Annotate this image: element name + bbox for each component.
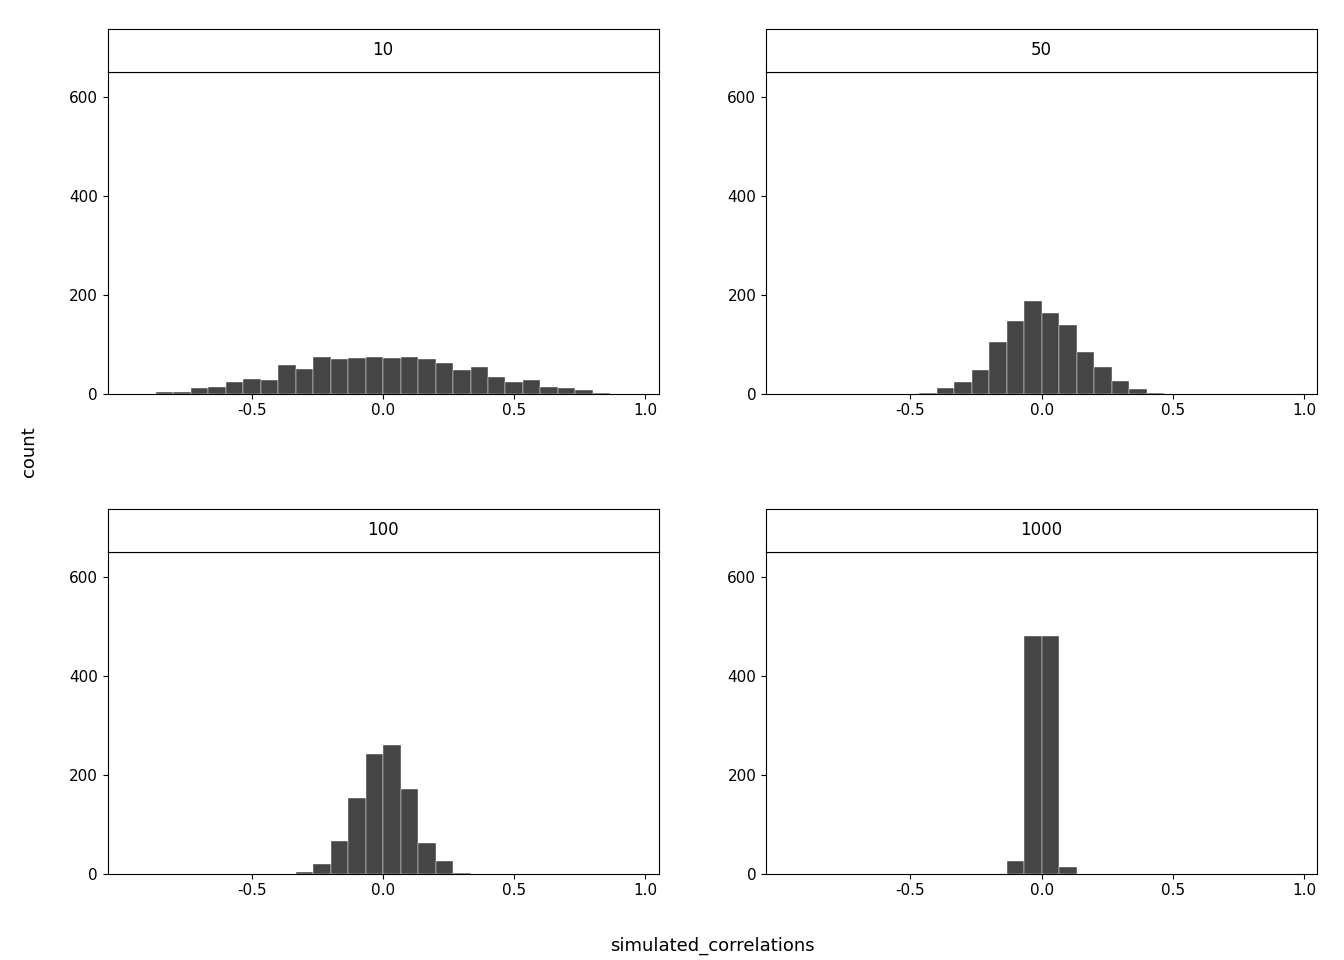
Bar — [1042, 313, 1059, 394]
Bar — [208, 387, 226, 394]
Bar — [505, 382, 523, 394]
Bar — [348, 798, 366, 874]
Bar — [1077, 352, 1094, 394]
Bar — [296, 872, 313, 874]
Bar — [575, 390, 593, 394]
Bar — [1024, 301, 1042, 394]
Text: simulated_correlations: simulated_correlations — [610, 936, 814, 954]
Bar — [470, 367, 488, 394]
Bar — [523, 380, 540, 394]
Bar — [919, 393, 937, 394]
Text: 10: 10 — [372, 41, 394, 60]
Bar — [173, 392, 191, 394]
Bar — [366, 357, 383, 394]
Bar — [278, 366, 296, 394]
Bar — [331, 841, 348, 874]
Text: 50: 50 — [1031, 41, 1052, 60]
Bar — [366, 755, 383, 874]
Bar — [954, 382, 972, 394]
Bar — [435, 861, 453, 874]
Bar — [1094, 368, 1111, 394]
Bar — [191, 388, 208, 394]
Bar — [558, 388, 575, 394]
Bar — [1007, 861, 1024, 874]
Text: 100: 100 — [367, 521, 399, 540]
Bar — [1007, 321, 1024, 394]
Bar — [261, 380, 278, 394]
Bar — [418, 844, 435, 874]
Bar — [331, 359, 348, 394]
Bar — [401, 789, 418, 874]
Bar — [313, 864, 331, 874]
Bar — [1129, 389, 1146, 394]
Bar — [348, 358, 366, 394]
Bar — [453, 371, 470, 394]
Bar — [156, 392, 173, 394]
Bar — [937, 388, 954, 394]
Bar — [1059, 324, 1077, 394]
Bar — [226, 382, 243, 394]
Bar — [243, 379, 261, 394]
Bar — [418, 359, 435, 394]
Text: count: count — [20, 426, 38, 476]
Bar — [1024, 636, 1042, 874]
Bar — [1059, 867, 1077, 874]
Bar — [989, 342, 1007, 394]
Bar — [540, 387, 558, 394]
Text: 1000: 1000 — [1020, 521, 1063, 540]
Bar — [435, 364, 453, 394]
Bar — [383, 745, 401, 874]
Bar — [383, 358, 401, 394]
Bar — [972, 370, 989, 394]
Bar — [313, 357, 331, 394]
Bar — [296, 370, 313, 394]
Bar — [401, 357, 418, 394]
Bar — [488, 376, 505, 394]
Bar — [1042, 636, 1059, 874]
Bar — [1111, 381, 1129, 394]
Bar — [453, 873, 470, 874]
